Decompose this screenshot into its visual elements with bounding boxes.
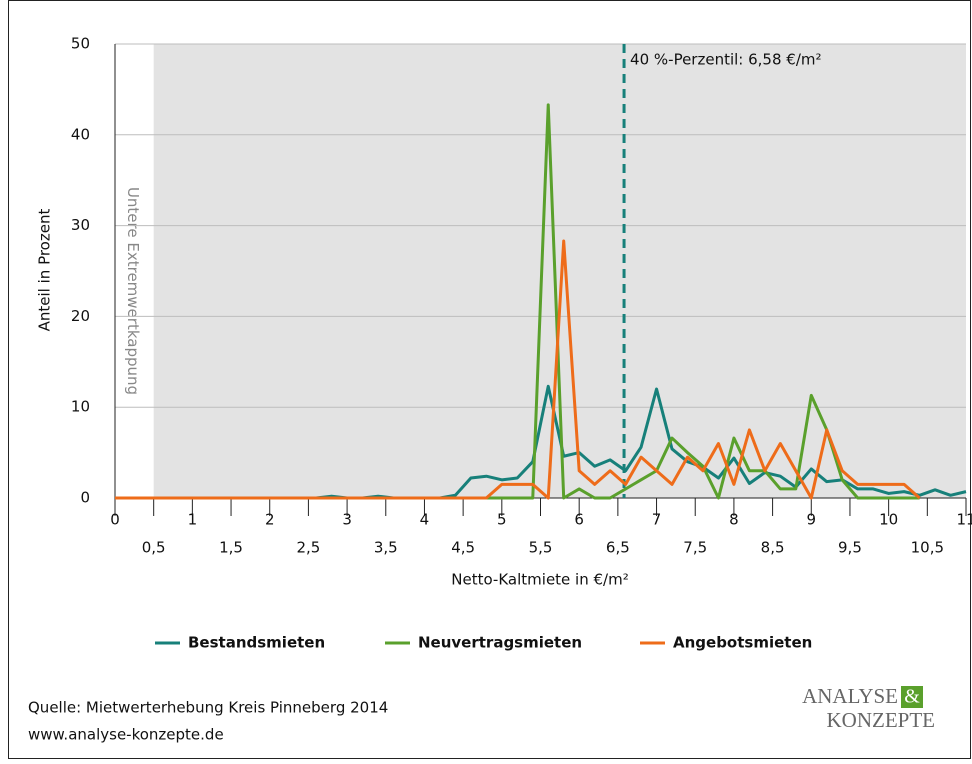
percentile-label: 40 %-Perzentil: 6,58 €/m²	[630, 51, 821, 69]
logo-bottom: KONZEPTE	[827, 708, 936, 732]
source: Quelle: Mietwerterhebung Kreis Pinneberg…	[28, 699, 388, 717]
x-tick-label: 6,5	[606, 539, 630, 557]
x-tick-label: 0	[110, 511, 120, 529]
logo-amp: &	[904, 686, 920, 708]
x-tick-label: 7,5	[683, 539, 707, 557]
series-line	[115, 239, 921, 500]
y-tick-label: 10	[71, 398, 90, 416]
y-tick-label: 0	[80, 489, 90, 507]
annotation: Untere Extremwertkappung	[124, 187, 142, 395]
logo-box	[901, 686, 923, 708]
x-tick-label: 7	[652, 511, 662, 529]
x-tick-label: 3	[342, 511, 352, 529]
x-tick-label: 1	[188, 511, 198, 529]
y-tick-label: 40	[71, 125, 90, 143]
x-tick-label: 1,5	[219, 539, 243, 557]
x-tick-label: 5	[497, 511, 507, 529]
x-tick-label: 6	[574, 511, 584, 529]
x-tick-label: 9,5	[838, 539, 862, 557]
x-tick-label: 10	[879, 511, 898, 529]
y-tick-label: 50	[71, 35, 90, 53]
frame	[8, 0, 971, 759]
legend-label: Neuvertragsmieten	[418, 634, 582, 652]
x-tick-label: 5,5	[529, 539, 553, 557]
x-tick-label: 10,5	[911, 539, 944, 557]
x-tick-label: 2,5	[296, 539, 320, 557]
x-tick-label: 2	[265, 511, 275, 529]
url: www.analyse-konzepte.de	[28, 726, 224, 744]
y-axis-title: Anteil in Prozent	[36, 209, 54, 332]
legend-label: Bestandsmieten	[188, 634, 325, 652]
x-tick-label: 8,5	[761, 539, 785, 557]
x-tick-label: 0,5	[142, 539, 166, 557]
x-tick-label: 4,5	[451, 539, 475, 557]
x-axis-title: Netto-Kaltmiete in €/m²	[451, 571, 628, 589]
x-tick-label: 4	[420, 511, 430, 529]
y-tick-label: 30	[71, 216, 90, 234]
y-tick-label: 20	[71, 307, 90, 325]
x-tick-label: 8	[729, 511, 739, 529]
x-tick-label: 9	[806, 511, 816, 529]
x-tick-label: 3,5	[374, 539, 398, 557]
legend-label: Angebotsmieten	[673, 634, 812, 652]
logo-top: ANALYSE	[802, 684, 898, 708]
x-tick-label: 11	[956, 511, 972, 529]
